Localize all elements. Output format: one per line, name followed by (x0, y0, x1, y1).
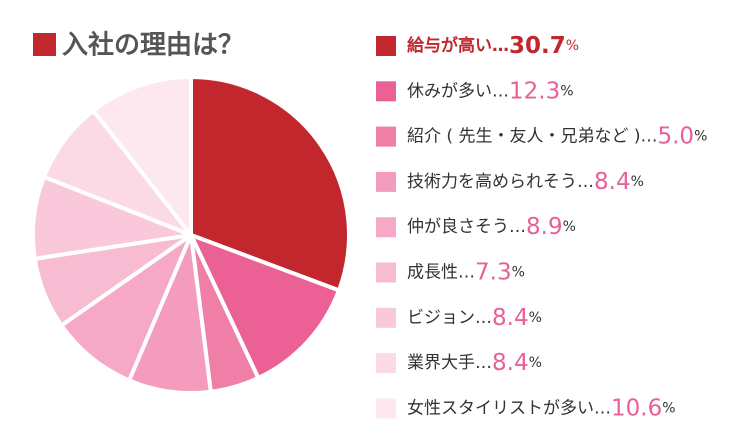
value-unit: % (563, 219, 576, 235)
legend-label: 女性スタイリストが多い (407, 398, 594, 418)
pie-slice (189, 75, 351, 293)
legend-separator: … (640, 127, 657, 147)
legend-separator: … (594, 398, 611, 418)
value-unit: % (529, 355, 542, 371)
legend-entry: 技術力を高められそう…8.4% (407, 168, 644, 194)
value-unit: % (662, 400, 675, 416)
chart-title: 入社の理由は？ (62, 30, 244, 61)
legend-entry: ビジョン…8.4% (407, 304, 542, 330)
legend-entry: 休みが多い…12.3% (407, 78, 574, 104)
value-unit: % (560, 83, 573, 99)
legend-label: 成長性 (407, 263, 458, 283)
legend-label: 業界大手 (407, 353, 475, 373)
value-label: 8.4 (594, 168, 631, 194)
legend-separator: … (509, 217, 526, 237)
legend-separator: … (492, 36, 509, 56)
value-unit: % (631, 174, 644, 190)
legend-swatch (376, 126, 396, 147)
legend-entry: 給与が高い…30.7% (407, 33, 579, 59)
value-label: 8.9 (526, 214, 563, 240)
value-unit: % (694, 129, 707, 145)
pie-slice (189, 233, 341, 380)
value-label: 10.6 (611, 395, 662, 421)
title-icon (33, 33, 56, 56)
legend-label: 給与が高い (407, 35, 492, 56)
value-label: 30.7 (509, 33, 566, 59)
value-unit: % (512, 265, 525, 281)
legend-swatch (376, 353, 396, 374)
legend-swatch (376, 398, 396, 419)
legend-entry: 紹介 ( 先生・友人・兄弟など )…5.0% (407, 123, 707, 149)
value-unit: % (566, 38, 579, 54)
legend-label: 紹介 ( 先生・友人・兄弟など ) (407, 127, 640, 147)
legend-separator: … (492, 81, 509, 101)
value-label: 8.4 (492, 304, 529, 330)
legend-separator: … (577, 172, 594, 192)
legend-swatch (376, 81, 396, 102)
legend-label: 休みが多い (407, 81, 492, 101)
legend-separator: … (475, 308, 492, 328)
legend-entry: 女性スタイリストが多い…10.6% (407, 395, 676, 421)
value-label: 7.3 (475, 259, 512, 285)
legend-label: 仲が良さそう (407, 217, 509, 237)
legend-label: ビジョン (407, 308, 475, 328)
legend-swatch (376, 217, 396, 238)
legend-swatch (376, 171, 396, 192)
legend-swatch (376, 262, 396, 283)
legend-separator: … (458, 263, 475, 283)
value-label: 8.4 (492, 350, 529, 376)
legend-entry: 成長性…7.3% (407, 259, 525, 285)
legend-separator: … (475, 353, 492, 373)
pie-slice (91, 75, 193, 237)
legend-swatch (376, 307, 396, 328)
value-label: 12.3 (509, 78, 560, 104)
legend-entry: 業界大手…8.4% (407, 350, 542, 376)
legend-label: 技術力を高められそう (407, 172, 577, 192)
value-unit: % (529, 310, 542, 326)
legend-swatch (376, 36, 396, 56)
value-label: 5.0 (657, 123, 694, 149)
legend-entry: 仲が良さそう…8.9% (407, 214, 576, 240)
